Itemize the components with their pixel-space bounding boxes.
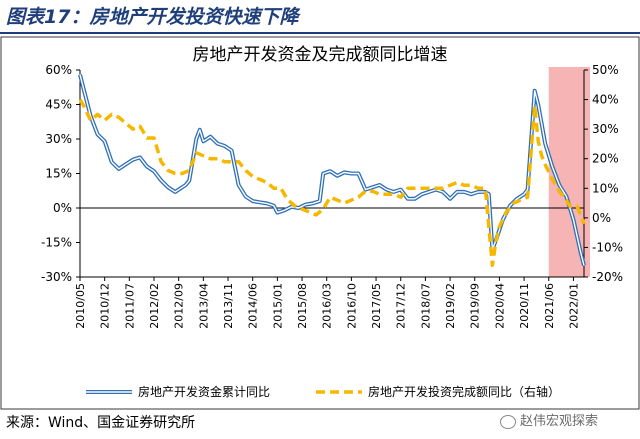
y-left-tick-label: 30% (45, 132, 72, 146)
x-tick-label: 2018/07 (419, 283, 432, 329)
figure-title: 图表17：房地产开发投资快速下降 (6, 6, 299, 28)
source-note: 来源：Wind、国金证券研究所 (6, 415, 196, 431)
y-right-tick-label: -20% (592, 270, 623, 284)
x-tick-label: 2017/05 (370, 283, 383, 329)
chart-title: 房地产开发资金及完成额同比增速 (193, 45, 448, 65)
y-left-tick-label: -30% (41, 270, 72, 284)
title-rule (0, 32, 640, 34)
x-tick-label: 2020/04 (493, 283, 506, 329)
y-right-tick-label: 10% (592, 181, 619, 195)
legend-label-investment: 房地产开发投资完成额同比（右轴） (368, 384, 560, 399)
x-tick-label: 2013/11 (222, 283, 235, 329)
axes-layer: -30% -15% 0% 15% 30% 45% 60% -20% -10% 0% 10% 20% 30… (41, 63, 623, 329)
y-right-tick-label: 30% (592, 122, 619, 136)
chart: 房地产开发资金及完成额同比增速 -30% -15% 0% 15% 30% 45% 60% -2… (0, 36, 640, 410)
y-left-tick-label: 45% (45, 98, 72, 112)
x-tick-label: 2015/01 (271, 283, 284, 329)
x-tick-label: 2012/02 (148, 283, 161, 329)
series-line-investment (78, 98, 586, 267)
x-tick-label: 2011/07 (123, 283, 136, 329)
wechat-icon (500, 414, 516, 429)
watermark-text: 赵伟宏观探索 (520, 414, 599, 429)
x-tick-label: 2017/12 (395, 283, 408, 329)
x-tick-label: 2019/02 (444, 283, 457, 329)
y-right-tick-label: 50% (592, 63, 619, 77)
x-tick-label: 2020/11 (518, 283, 531, 329)
x-tick-label: 2010/12 (99, 283, 112, 329)
x-tick-label: 2015/08 (296, 283, 309, 329)
y-right-tick-label: 0% (592, 211, 611, 225)
x-tick-label: 2022/01 (567, 283, 580, 329)
x-tick-label: 2010/05 (74, 283, 87, 329)
y-right-tick-label: -10% (592, 240, 623, 254)
series-line-funding-inner (79, 74, 585, 266)
x-tick-label: 2021/06 (543, 283, 556, 329)
x-tick-label: 2019/09 (469, 283, 482, 329)
x-tick-label: 2016/10 (345, 283, 358, 329)
x-tick-label: 2014/06 (247, 283, 260, 329)
y-right-tick-label: 40% (592, 93, 619, 107)
legend-label-funding: 房地产开发资金累计同比 (138, 384, 270, 399)
y-left-tick-label: 15% (45, 167, 72, 181)
y-left-tick-label: 0% (53, 201, 72, 215)
y-left-tick-label: -15% (41, 236, 72, 250)
series-line-funding-outer (78, 74, 586, 266)
watermark: 赵伟宏观探索 (500, 410, 598, 434)
x-tick-label: 2016/03 (321, 283, 334, 329)
x-tick-label: 2012/09 (173, 283, 186, 329)
series-layer (78, 74, 586, 267)
legend-layer: 房地产开发资金累计同比 房地产开发投资完成额同比（右轴） (86, 384, 560, 399)
x-tick-label: 2013/04 (197, 283, 210, 329)
y-left-tick-label: 60% (45, 63, 72, 77)
y-right-tick-label: 20% (592, 152, 619, 166)
chart-border (0, 36, 640, 410)
